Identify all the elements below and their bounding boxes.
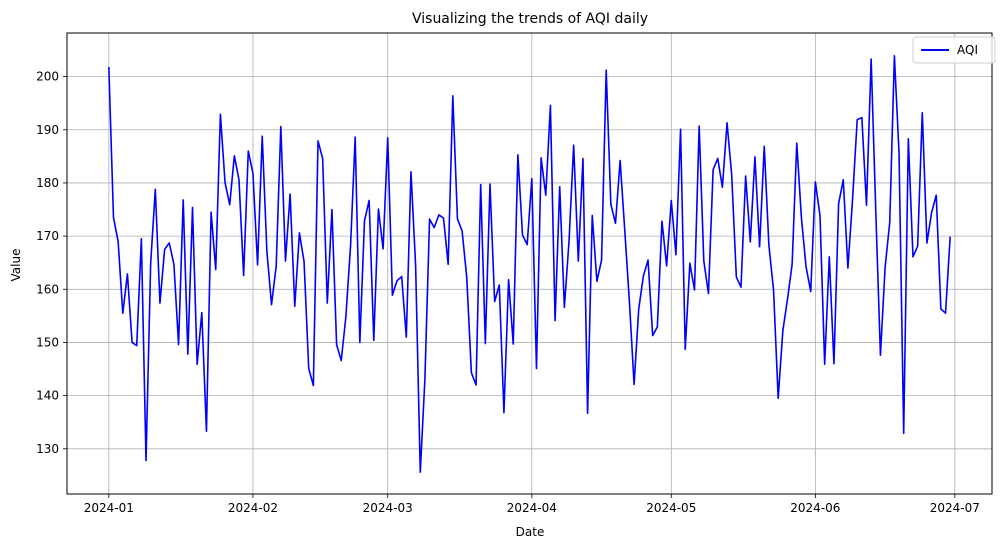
grid-lines — [67, 33, 992, 494]
plot-area-frame — [66, 32, 993, 495]
y-tick-label: 180 — [36, 176, 59, 190]
y-axis-title: Value — [9, 249, 23, 282]
y-tick-label: 140 — [36, 389, 59, 403]
axis-ticks: 2024-01 2024-02 2024-03 2024-04 2024-05 2024-… — [36, 70, 980, 515]
x-tick-label: 2024-01 — [84, 501, 134, 515]
y-tick-label: 150 — [36, 335, 59, 349]
y-tick-label: 190 — [36, 123, 59, 137]
y-tick-label: 160 — [36, 282, 59, 296]
x-tick-label: 2024-04 — [507, 501, 557, 515]
series-lines — [108, 55, 951, 474]
x-tick-label: 2024-02 — [228, 501, 278, 515]
legend-box — [912, 36, 996, 64]
y-tick-label: 200 — [36, 70, 59, 84]
legend-label-aqi: AQI — [957, 43, 978, 57]
y-tick-label: 130 — [36, 442, 59, 456]
x-tick-label: 2024-07 — [930, 501, 980, 515]
x-tick-label: 2024-03 — [363, 501, 413, 515]
chart-title: Visualizing the trends of AQI daily — [412, 11, 648, 27]
series-line-aqi — [108, 55, 951, 474]
x-tick-label: 2024-06 — [790, 501, 840, 515]
x-axis-title: Date — [516, 525, 545, 539]
x-tick-label: 2024-05 — [646, 501, 696, 515]
y-tick-label: 170 — [36, 229, 59, 243]
legend: AQI — [912, 36, 996, 64]
